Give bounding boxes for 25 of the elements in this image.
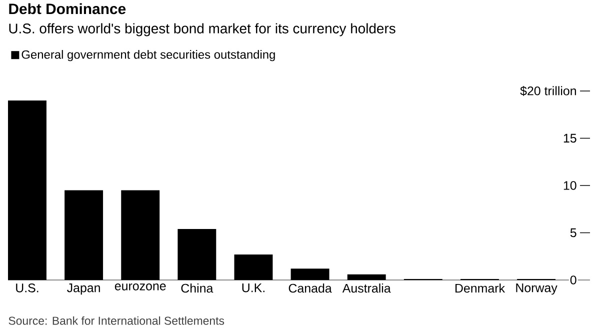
bar bbox=[178, 228, 216, 280]
chart-subtitle: U.S. offers world's biggest bond market for its currency holders bbox=[9, 23, 396, 36]
bar bbox=[121, 190, 160, 280]
y-tick-label: $20 trillion bbox=[520, 86, 576, 96]
x-tick-label: China bbox=[181, 284, 214, 293]
y-tick-label: 0 bbox=[570, 276, 576, 284]
x-tick-label: eurozone bbox=[114, 284, 166, 290]
bar bbox=[64, 190, 104, 280]
x-tick-label: Japan bbox=[67, 284, 100, 295]
y-tick-label: 10 bbox=[564, 181, 576, 190]
x-tick-label: U.K. bbox=[242, 284, 264, 292]
source-note: Source: Bank for International Settlements bbox=[8, 316, 224, 325]
x-tick-label: Australia bbox=[342, 284, 391, 293]
bar bbox=[8, 100, 46, 280]
bar bbox=[234, 254, 273, 280]
y-tick-label: 5 bbox=[570, 228, 576, 238]
x-tick-label: Denmark bbox=[455, 284, 505, 293]
bar bbox=[347, 274, 386, 280]
bar bbox=[290, 268, 330, 280]
x-tick-label: Norway bbox=[516, 284, 558, 295]
chart-title: Debt Dominance bbox=[9, 3, 126, 14]
x-tick-label: Canada bbox=[288, 284, 332, 293]
x-tick-label: U.S. bbox=[16, 284, 38, 292]
legend-label: General government debt securities outstanding bbox=[22, 50, 275, 62]
y-tick-label: 15 bbox=[564, 134, 576, 143]
